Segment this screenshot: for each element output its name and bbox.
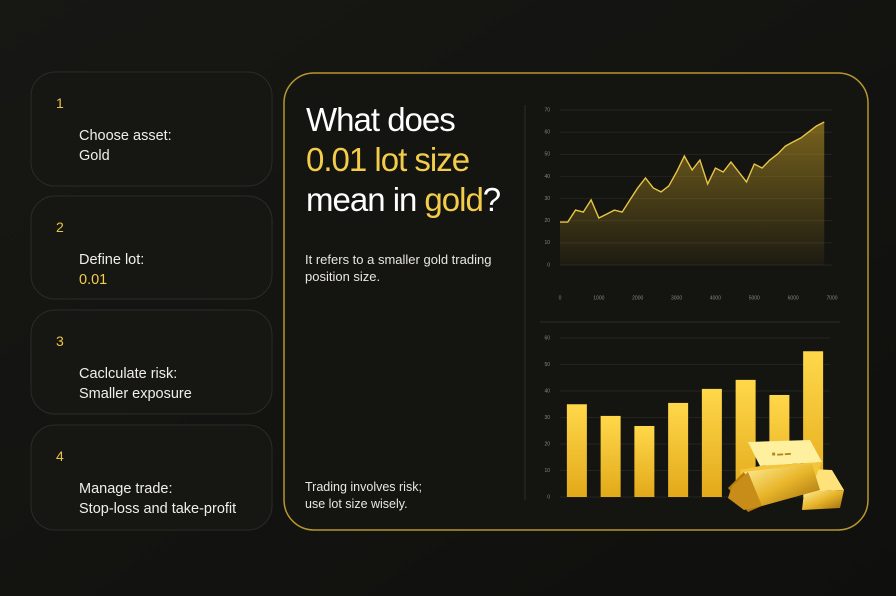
y-tick-label: 20: [544, 218, 550, 224]
description: position size.: [305, 269, 380, 284]
disclaimer: Trading involves risk;: [305, 480, 422, 494]
bar: [600, 415, 621, 497]
disclaimer: use lot size wisely.: [305, 497, 408, 511]
area: [560, 121, 825, 265]
step-value: Gold: [79, 148, 110, 164]
x-tick-label: 3000: [671, 295, 682, 301]
step-card: [30, 309, 273, 415]
y-tick-label: 70: [544, 107, 550, 113]
y-tick-label: 30: [544, 415, 550, 421]
y-tick-label: 40: [544, 388, 550, 394]
step-card: [30, 424, 273, 531]
y-tick-label: 50: [544, 362, 550, 368]
step-title: Define lot:: [79, 252, 144, 268]
y-tick-label: 50: [544, 152, 550, 158]
heading-highlight: 0.01 lot size: [306, 141, 469, 178]
step-value: 0.01: [79, 272, 107, 288]
step-card: [30, 195, 273, 300]
x-tick-label: 1000: [593, 295, 604, 301]
bar: [566, 404, 587, 497]
step-number: 2: [56, 219, 64, 235]
description: It refers to a smaller gold trading: [305, 252, 491, 267]
step-number: 4: [56, 448, 64, 464]
heading-highlight: gold: [424, 181, 482, 218]
step-title: Choose asset:: [79, 128, 172, 144]
bar: [634, 425, 655, 497]
step-card: [30, 71, 273, 187]
heading-line: What does: [306, 101, 455, 138]
bar: [701, 388, 722, 497]
x-tick-label: 6000: [788, 295, 799, 301]
y-tick-label: 40: [544, 174, 550, 180]
steps: 1 Choose asset: Gold 2 Define lot: 0.01 3 Caclc…: [30, 71, 273, 531]
ingot-engraving: ■ ▬ ▬: [772, 451, 791, 458]
y-tick-label: 30: [544, 196, 550, 202]
y-tick-label: 20: [544, 441, 550, 447]
x-tick-label: 2000: [632, 295, 643, 301]
step-title: Caclculate risk:: [79, 366, 177, 382]
step-number: 1: [56, 95, 64, 111]
y-tick-label: 0: [547, 262, 550, 268]
step-title: Manage trade:: [79, 481, 173, 497]
y-tick-label: 60: [544, 129, 550, 135]
x-tick-label: 4000: [710, 295, 721, 301]
step-value: Smaller exposure: [79, 386, 192, 402]
heading-part: mean in: [306, 181, 416, 218]
line: [560, 121, 825, 223]
step-value: Stop-loss and take-profit: [79, 501, 236, 517]
y-tick-label: 60: [544, 335, 550, 341]
bar: [735, 379, 756, 497]
y-tick-label: 0: [547, 494, 550, 500]
x-tick-label: 7000: [826, 295, 837, 301]
step-number: 3: [56, 333, 64, 349]
bar: [668, 402, 689, 497]
x-tick-label: 5000: [749, 295, 760, 301]
y-tick-label: 10: [544, 240, 550, 246]
heading-line: mean in gold?: [306, 181, 501, 218]
x-tick-label: 0: [559, 295, 562, 301]
y-tick-label: 10: [544, 468, 550, 474]
heading-part: ?: [483, 181, 501, 218]
gold-bars-illustration: ■ ▬ ▬: [728, 440, 844, 512]
